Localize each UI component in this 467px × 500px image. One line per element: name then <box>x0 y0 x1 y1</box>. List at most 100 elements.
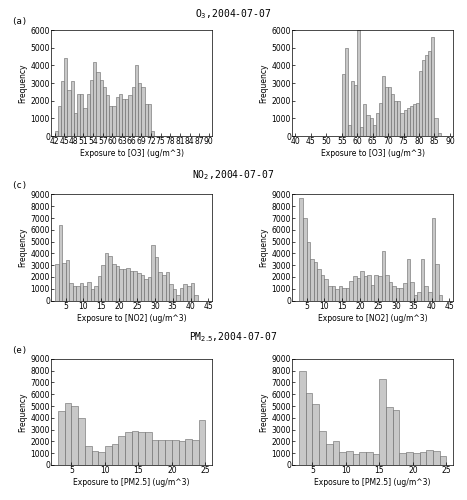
Bar <box>417 292 421 300</box>
Bar <box>158 272 162 300</box>
Bar <box>55 131 58 136</box>
Bar <box>58 106 61 136</box>
Bar <box>99 80 103 136</box>
Bar <box>426 450 433 465</box>
Bar <box>414 294 417 300</box>
Bar <box>166 272 169 300</box>
Bar <box>367 115 369 136</box>
Bar <box>109 106 113 136</box>
Bar <box>177 294 180 300</box>
X-axis label: Exposure to [O3] (ug/m^3): Exposure to [O3] (ug/m^3) <box>80 150 184 158</box>
Bar <box>134 271 137 300</box>
Bar <box>61 82 64 136</box>
Bar <box>351 82 354 136</box>
Bar <box>413 453 419 465</box>
Bar <box>439 294 442 300</box>
X-axis label: Exposure to [O3] (ug/m^3): Exposure to [O3] (ug/m^3) <box>321 150 425 158</box>
Bar <box>84 286 87 300</box>
Bar <box>85 446 92 465</box>
Bar <box>306 393 312 465</box>
Bar <box>419 70 422 136</box>
Bar <box>77 94 80 136</box>
Bar <box>67 90 71 136</box>
Text: (b): (b) <box>466 17 467 26</box>
Bar <box>332 286 335 300</box>
Bar <box>359 452 366 465</box>
Bar <box>378 276 382 300</box>
Bar <box>90 80 93 136</box>
Text: (c): (c) <box>11 181 28 190</box>
Bar <box>310 260 314 300</box>
Bar <box>357 278 360 300</box>
Bar <box>389 282 392 300</box>
Bar <box>185 439 192 465</box>
Bar <box>58 225 62 300</box>
Bar <box>439 456 446 465</box>
Bar <box>379 102 382 136</box>
Bar <box>152 440 158 465</box>
Bar <box>118 436 125 465</box>
Bar <box>108 256 112 300</box>
Bar <box>123 268 127 300</box>
Bar <box>382 251 385 300</box>
Bar <box>103 86 106 136</box>
Bar <box>62 263 66 300</box>
Bar <box>119 94 122 136</box>
Text: (a): (a) <box>11 17 28 26</box>
Bar <box>394 100 397 136</box>
Bar <box>432 218 435 300</box>
Bar <box>438 132 441 136</box>
Bar <box>148 104 151 136</box>
Bar <box>122 99 125 136</box>
Bar <box>339 286 342 300</box>
Bar <box>421 260 425 300</box>
Bar <box>307 242 310 300</box>
Bar <box>142 86 145 136</box>
Bar <box>396 288 399 300</box>
Text: (e): (e) <box>11 346 28 354</box>
Bar <box>425 55 428 136</box>
Bar <box>386 407 393 465</box>
Bar <box>130 271 134 300</box>
Bar <box>132 431 138 465</box>
Bar <box>173 289 177 300</box>
Bar <box>148 277 151 300</box>
Bar <box>78 418 85 465</box>
Bar <box>87 282 91 300</box>
Bar <box>385 274 389 300</box>
Bar <box>98 276 101 300</box>
Bar <box>399 453 406 465</box>
Bar <box>342 74 345 136</box>
Bar <box>73 286 77 300</box>
Y-axis label: Frequency: Frequency <box>19 392 28 432</box>
Bar <box>113 106 116 136</box>
Bar <box>145 104 148 136</box>
Bar <box>328 286 332 300</box>
Bar <box>428 51 432 136</box>
Bar <box>406 452 413 465</box>
Bar <box>364 276 368 300</box>
Bar <box>132 86 135 136</box>
Bar <box>192 440 198 465</box>
Bar <box>361 128 363 136</box>
Bar <box>71 406 78 465</box>
Bar <box>363 104 367 136</box>
Bar <box>116 266 119 300</box>
Bar <box>368 274 371 300</box>
Bar <box>379 379 386 465</box>
Text: PM$_{2.5}$,2004-07-07: PM$_{2.5}$,2004-07-07 <box>189 330 278 344</box>
Bar <box>319 431 326 465</box>
Bar <box>105 446 112 465</box>
Bar <box>194 294 198 300</box>
Bar <box>401 113 403 136</box>
Bar <box>425 286 428 300</box>
Bar <box>128 96 132 136</box>
Bar <box>158 440 165 465</box>
Bar <box>392 286 396 300</box>
Bar <box>419 452 426 465</box>
Bar <box>373 126 376 136</box>
Bar <box>353 276 357 300</box>
Bar <box>162 274 166 300</box>
X-axis label: Exposure to [NO2] (ug/m^3): Exposure to [NO2] (ug/m^3) <box>318 314 427 322</box>
Bar <box>94 286 98 300</box>
